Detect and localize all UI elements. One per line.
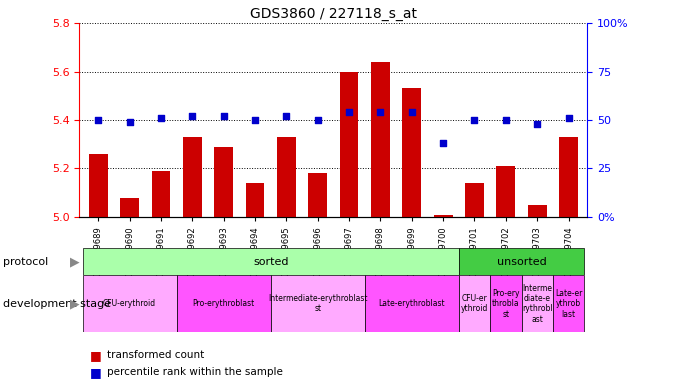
Bar	[553, 275, 584, 332]
Bar	[177, 275, 271, 332]
Bar	[365, 275, 459, 332]
Point	[469, 117, 480, 123]
Bar	[151, 171, 171, 217]
Point	[406, 109, 417, 115]
Text: Pro-erythroblast: Pro-erythroblast	[193, 299, 255, 308]
Text: ▶: ▶	[70, 297, 79, 310]
Text: Pro-ery
throbla
st: Pro-ery throbla st	[492, 289, 520, 319]
Bar	[89, 154, 108, 217]
Text: transformed count: transformed count	[107, 350, 205, 360]
Text: CFU-erythroid: CFU-erythroid	[103, 299, 156, 308]
Point	[343, 109, 354, 115]
Text: unsorted: unsorted	[497, 257, 547, 266]
Text: Late-erythroblast: Late-erythroblast	[379, 299, 445, 308]
Text: percentile rank within the sample: percentile rank within the sample	[107, 367, 283, 377]
Bar	[214, 147, 233, 217]
Point	[375, 109, 386, 115]
Bar	[277, 137, 296, 217]
Bar	[459, 248, 584, 275]
Point	[437, 140, 448, 146]
Bar	[371, 62, 390, 217]
Bar	[271, 275, 365, 332]
Bar	[183, 137, 202, 217]
Bar	[459, 275, 490, 332]
Point	[187, 113, 198, 119]
Bar	[559, 137, 578, 217]
Point	[500, 117, 511, 123]
Text: Interme
diate-e
rythrobl
ast: Interme diate-e rythrobl ast	[522, 284, 553, 324]
Bar	[83, 275, 177, 332]
Text: sorted: sorted	[253, 257, 288, 266]
Bar	[528, 205, 547, 217]
Bar	[83, 248, 459, 275]
Text: CFU-er
ythroid: CFU-er ythroid	[461, 294, 488, 313]
Text: ■: ■	[90, 349, 102, 362]
Text: development stage: development stage	[3, 299, 111, 309]
Text: ▶: ▶	[70, 255, 79, 268]
Point	[281, 113, 292, 119]
Bar	[402, 88, 422, 217]
Point	[563, 115, 574, 121]
Bar	[496, 166, 515, 217]
Point	[124, 119, 135, 125]
Title: GDS3860 / 227118_s_at: GDS3860 / 227118_s_at	[250, 7, 417, 21]
Bar	[522, 275, 553, 332]
Point	[312, 117, 323, 123]
Text: Intermediate-erythroblast
st: Intermediate-erythroblast st	[268, 294, 368, 313]
Point	[155, 115, 167, 121]
Bar	[490, 275, 522, 332]
Bar	[308, 173, 327, 217]
Point	[93, 117, 104, 123]
Point	[531, 121, 542, 127]
Point	[249, 117, 261, 123]
Text: Late-er
ythrob
last: Late-er ythrob last	[555, 289, 583, 319]
Text: protocol: protocol	[3, 257, 48, 266]
Point	[218, 113, 229, 119]
Bar	[120, 198, 139, 217]
Bar	[340, 71, 359, 217]
Bar	[434, 215, 453, 217]
Text: ■: ■	[90, 366, 102, 379]
Bar	[245, 183, 265, 217]
Bar	[465, 183, 484, 217]
